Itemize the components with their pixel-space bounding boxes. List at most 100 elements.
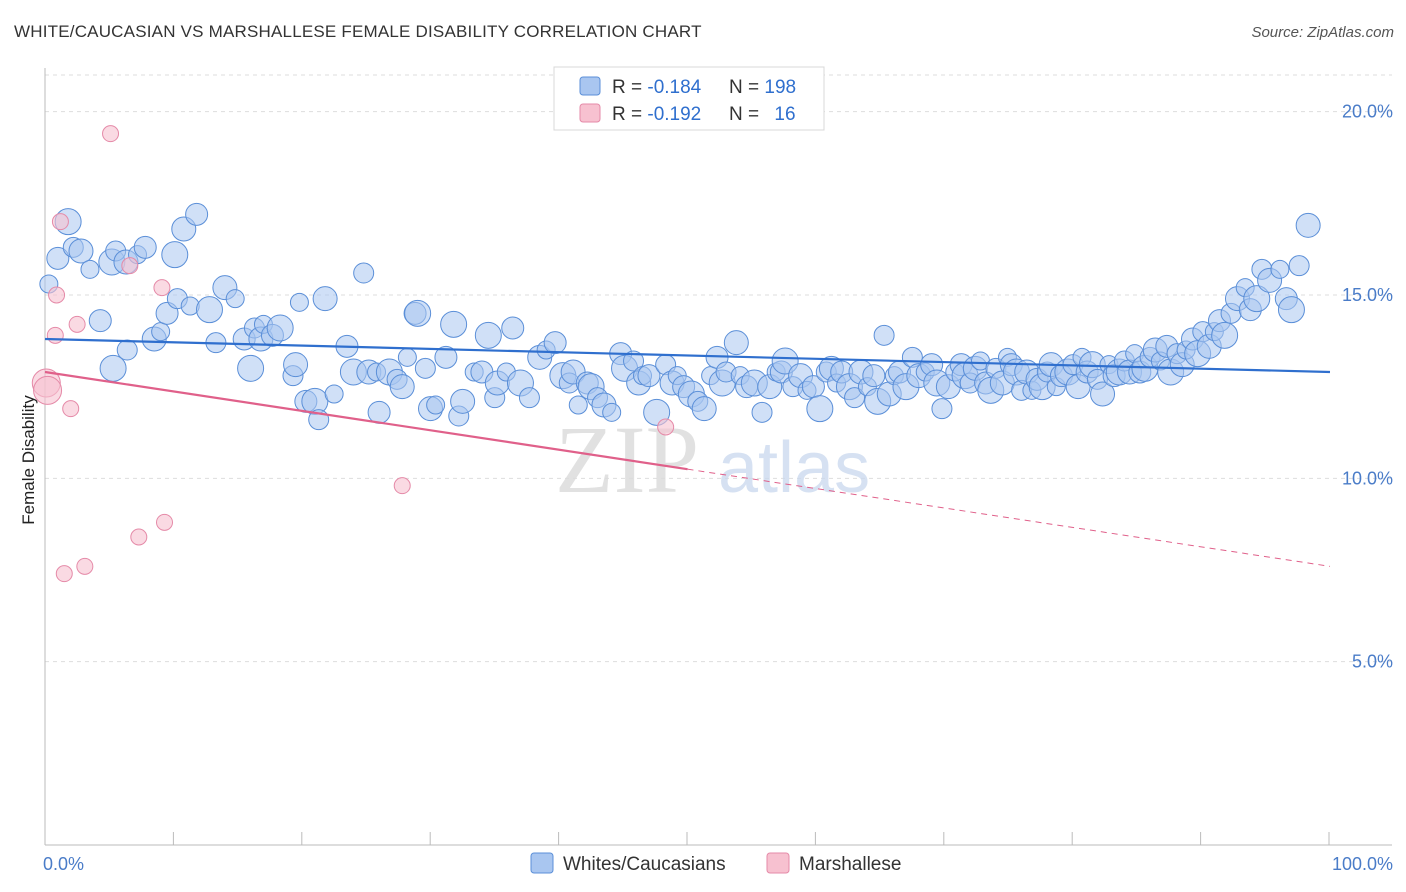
bottom-legend-swatch-blue bbox=[530, 852, 554, 874]
trend-line-marshallese bbox=[44, 370, 688, 471]
point-marshallese-15 bbox=[657, 418, 675, 436]
point-whites-164 bbox=[1090, 381, 1116, 407]
point-whites-39 bbox=[312, 286, 338, 312]
point-whites-195 bbox=[1270, 259, 1290, 279]
point-whites-57 bbox=[440, 310, 468, 338]
y-tick-label-1: 10.0% bbox=[1342, 468, 1393, 488]
point-marshallese-1 bbox=[33, 375, 63, 405]
point-marshallese-2 bbox=[46, 326, 64, 344]
point-whites-83 bbox=[623, 350, 645, 372]
y-tick-label-3: 20.0% bbox=[1342, 102, 1393, 122]
point-marshallese-9 bbox=[102, 125, 120, 143]
point-marshallese-10 bbox=[121, 257, 139, 275]
point-whites-4 bbox=[68, 238, 94, 264]
point-whites-62 bbox=[474, 321, 502, 349]
point-whites-46 bbox=[367, 400, 391, 424]
point-whites-68 bbox=[518, 387, 540, 409]
point-whites-56 bbox=[434, 345, 458, 369]
x-tick-label-0: 0.0% bbox=[43, 854, 84, 874]
point-whites-192 bbox=[1243, 285, 1271, 313]
point-whites-112 bbox=[806, 395, 834, 423]
trend-line-whites bbox=[44, 337, 1331, 374]
x-tick-labels: 0.0% 100.0% bbox=[43, 854, 1393, 874]
legend-n-value-blue: 198 bbox=[764, 77, 796, 98]
point-marshallese-12 bbox=[153, 279, 171, 297]
point-whites-121 bbox=[862, 364, 886, 388]
point-whites-71 bbox=[543, 331, 567, 355]
point-whites-86 bbox=[637, 364, 661, 388]
point-marshallese-8 bbox=[76, 557, 94, 575]
point-whites-43 bbox=[353, 262, 375, 284]
point-whites-80 bbox=[602, 402, 622, 422]
correlation-legend: R = -0.184 N = 198 R = -0.192 N = 16 bbox=[553, 66, 825, 131]
point-whites-87 bbox=[643, 398, 671, 426]
point-whites-75 bbox=[568, 395, 588, 415]
point-whites-123 bbox=[873, 324, 895, 346]
svg-text:R = -0.184: R = -0.184 bbox=[612, 77, 702, 98]
trend-lines bbox=[44, 337, 1331, 567]
y-axis-title: Female Disability bbox=[19, 395, 38, 525]
y-tick-label-2: 15.0% bbox=[1342, 285, 1393, 305]
trend-line-marshallese-extension bbox=[687, 468, 1331, 567]
point-whites-35 bbox=[289, 292, 309, 312]
point-whites-197 bbox=[1277, 296, 1305, 324]
bottom-legend-label-pink: Marshallese bbox=[799, 854, 901, 875]
point-whites-1 bbox=[46, 246, 70, 270]
y-tick-labels: 5.0% 10.0% 15.0% 20.0% bbox=[1342, 102, 1393, 672]
point-whites-40 bbox=[324, 384, 344, 404]
point-marshallese-5 bbox=[55, 565, 73, 583]
legend-r-value-blue: -0.184 bbox=[647, 77, 701, 98]
watermark-atlas: atlas bbox=[718, 428, 870, 508]
legend-n-value-pink: 16 bbox=[774, 104, 795, 125]
legend-swatch-blue bbox=[579, 76, 601, 96]
point-marshallese-14 bbox=[393, 477, 411, 495]
point-marshallese-13 bbox=[156, 513, 174, 531]
point-whites-13 bbox=[116, 339, 138, 361]
point-whites-133 bbox=[931, 398, 953, 420]
point-whites-94 bbox=[691, 396, 717, 422]
point-whites-17 bbox=[161, 241, 189, 269]
axes bbox=[44, 68, 1392, 846]
watermark: ZIP atlas bbox=[555, 406, 870, 513]
source-label: Source: ZipAtlas.com bbox=[1251, 24, 1394, 41]
legend-r-label-pink: R = bbox=[612, 104, 647, 125]
point-whites-32 bbox=[266, 314, 294, 342]
point-marshallese-7 bbox=[68, 315, 86, 333]
svg-text:N = 198: N = 198 bbox=[729, 77, 796, 98]
point-whites-52 bbox=[404, 299, 432, 327]
svg-text:R = -0.192: R = -0.192 bbox=[612, 104, 701, 125]
point-whites-15 bbox=[151, 322, 171, 342]
point-whites-103 bbox=[751, 401, 773, 423]
point-whites-6 bbox=[88, 309, 112, 333]
point-whites-198 bbox=[1288, 255, 1310, 277]
point-whites-11 bbox=[133, 235, 157, 259]
series-legend: Whites/Caucasians Marshallese bbox=[530, 852, 901, 875]
point-whites-49 bbox=[389, 374, 415, 400]
legend-n-label-pink: N = bbox=[729, 104, 764, 125]
series-whites-points bbox=[39, 202, 1321, 431]
point-whites-25 bbox=[225, 289, 245, 309]
legend-swatch-pink bbox=[579, 103, 601, 123]
point-whites-59 bbox=[450, 388, 476, 414]
point-whites-99 bbox=[723, 330, 749, 356]
y-tick-label-0: 5.0% bbox=[1352, 652, 1393, 672]
point-whites-53 bbox=[414, 357, 436, 379]
point-whites-55 bbox=[426, 395, 446, 415]
point-marshallese-3 bbox=[48, 286, 66, 304]
point-whites-50 bbox=[397, 347, 417, 367]
legend-n-label-blue: N = bbox=[729, 77, 764, 98]
legend-r-label-blue: R = bbox=[612, 77, 647, 98]
point-whites-21 bbox=[185, 202, 209, 226]
point-marshallese-11 bbox=[130, 528, 148, 546]
point-whites-187 bbox=[1211, 321, 1239, 349]
bottom-legend-label-blue: Whites/Caucasians bbox=[563, 854, 726, 875]
series-marshallese-points bbox=[31, 125, 675, 583]
point-whites-199 bbox=[1295, 212, 1321, 238]
point-whites-5 bbox=[80, 259, 100, 279]
chart-title: WHITE/CAUCASIAN VS MARSHALLESE FEMALE DI… bbox=[14, 22, 702, 41]
x-tick-label-1: 100.0% bbox=[1332, 854, 1393, 874]
bottom-legend-swatch-pink bbox=[766, 852, 790, 874]
point-marshallese-4 bbox=[51, 213, 69, 231]
point-whites-34 bbox=[283, 352, 309, 378]
